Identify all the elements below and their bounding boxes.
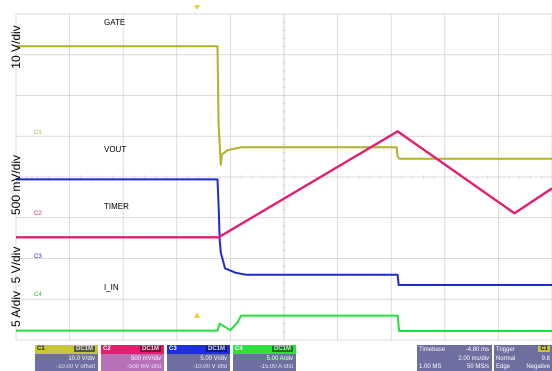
graticule [15,13,552,341]
coupling-badge: DC1M [205,346,227,352]
trigger-slope: Negative [526,364,550,370]
trigger-position-marker-top [194,5,200,10]
timebase-scale: 2.00 ms/div [458,356,489,362]
channel-panel-c4[interactable]: C4 DC1M 5.00 A/div -15.00 A ofst [233,345,296,371]
timebase-samples: 1.00 MS [419,364,442,370]
axis-label-ch2: 500 mV/div [9,154,23,216]
channel-panel-c3[interactable]: C3 DC1M 5.00 V/div -10.00 V ofst [167,345,230,371]
trigger-type: Edge [496,364,511,370]
trace-vout [16,178,552,286]
trace-label-timer: TIMER [104,202,129,211]
channel-tag: C1 [37,346,45,352]
waveform-traces [16,45,552,332]
marker-c4: C4 [34,292,42,298]
axis-label-ch4: 5 A/div [9,290,23,328]
trace-gate [16,45,552,166]
trace-timer [16,130,552,239]
trigger-mode: Normal [496,356,516,362]
trace-label-gate: GATE [104,18,125,27]
axis-label-ch1: 10 V/div [9,25,23,69]
timebase-delay: -4.80 ms [465,347,489,353]
marker-c1: C1 [34,130,42,136]
channel-panel-c1[interactable]: C1 DC1M 10.0 V/div -10.00 V offset [35,345,98,371]
timebase-rate: 50 MS/s [466,364,489,370]
trace-i-in [16,314,552,332]
coupling-badge: DC1M [139,346,161,352]
marker-c2: C2 [34,211,42,217]
channel-tag: C4 [235,346,243,352]
channel-scale: 500 mV/div [130,356,161,362]
marker-c3: C3 [34,254,42,260]
channel-scale: 5.00 V/div [200,356,227,362]
trace-label-i-in: I_IN [104,283,119,292]
trigger-position-marker-bottom [194,312,200,318]
trigger-panel[interactable]: Trigger C1 Normal 9.8 Edge Negative [494,345,552,371]
trigger-channel-badge: C1 [538,346,550,352]
trigger-label: Trigger [496,347,515,353]
channel-panel-c2[interactable]: C2 DC1M 500 mV/div -500 mV ofst [101,345,164,371]
channel-offset: -10.00 V offset [56,364,95,370]
channel-offset: -15.00 A ofst [259,364,293,370]
channel-tag: C2 [103,346,111,352]
timebase-label: Timebase [419,347,446,353]
coupling-badge: DC1M [73,346,95,352]
channel-offset: -500 mV ofst [126,364,161,370]
channel-scale: 10.0 V/div [68,356,95,362]
trace-label-vout: VOUT [104,145,126,154]
trigger-level: 9.8 [541,356,550,362]
channel-tag: C3 [169,346,177,352]
timebase-panel[interactable]: Timebase -4.80 ms 2.00 ms/div 1.00 MS 50… [417,345,492,371]
channel-offset: -10.00 V ofst [192,364,227,370]
channel-scale: 5.00 A/div [266,356,293,362]
coupling-badge: DC1M [271,346,293,352]
